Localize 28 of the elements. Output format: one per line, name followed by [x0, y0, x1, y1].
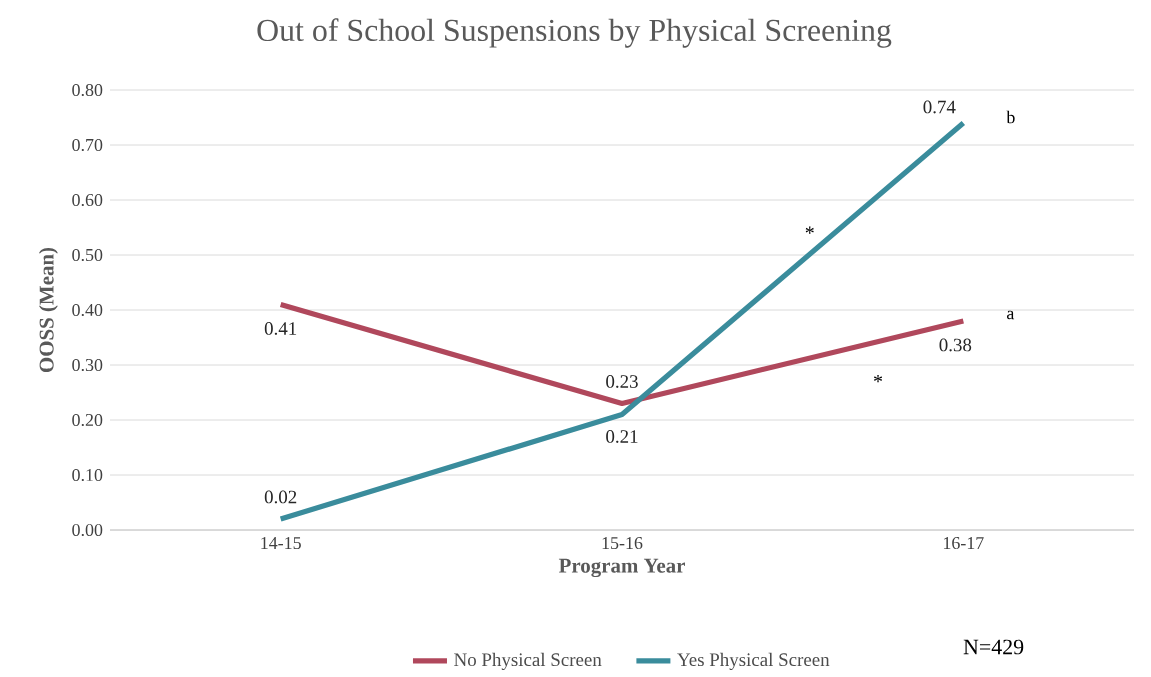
annotation: * [873, 375, 883, 383]
y-tick-label: 0.10 [72, 468, 103, 482]
x-tick-label: 16-17 [943, 537, 984, 550]
y-tick-label: 0.70 [72, 138, 103, 152]
y-tick-label: 0.80 [72, 83, 103, 97]
data-label: 0.41 [264, 322, 297, 336]
y-tick-label: 0.50 [72, 248, 103, 262]
data-label: 0.21 [606, 430, 638, 444]
annotation: * [805, 226, 814, 234]
y-tick-label: 0.60 [72, 193, 103, 207]
legend-label: Yes Physical Screen [677, 652, 830, 671]
annotation: a [1007, 310, 1015, 320]
x-tick-label: 15-16 [602, 537, 643, 550]
data-label: 0.02 [264, 490, 297, 504]
y-tick-label: 0.20 [72, 413, 103, 427]
data-label: 0.38 [939, 338, 972, 352]
legend-label: No Physical Screen [454, 652, 602, 671]
y-tick-label: 0.00 [72, 523, 103, 537]
y-axis-title: OOSS (Mean) [38, 247, 58, 373]
x-axis-title: Program Year [558, 558, 686, 578]
y-tick-label: 0.30 [72, 358, 103, 372]
y-tick-label: 0.40 [72, 303, 103, 317]
chart-title: Out of School Suspensions by Physical Screening [257, 18, 892, 48]
x-tick-label: 14-15 [261, 537, 301, 550]
text: N=429 [963, 639, 1024, 655]
data-label: 0.74 [923, 100, 956, 114]
data-label: 0.23 [606, 375, 638, 389]
annotation: b [1006, 110, 1015, 124]
